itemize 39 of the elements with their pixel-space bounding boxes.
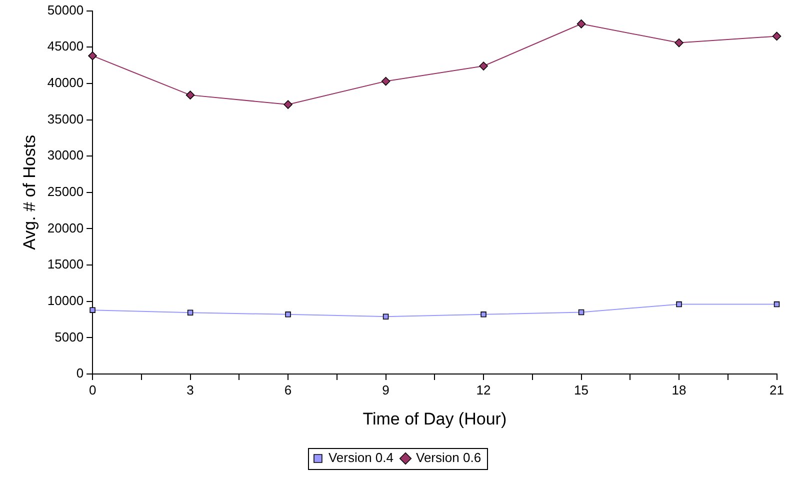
y-tick-label: 30000 — [47, 148, 84, 163]
point — [772, 32, 782, 41]
y-tick-label: 0 — [76, 366, 84, 381]
y-tick-label: 10000 — [47, 292, 84, 308]
y-tick-label: 20000 — [47, 220, 84, 236]
x-tick-label: 3 — [186, 382, 194, 398]
point — [674, 38, 684, 48]
x-tick-label: 12 — [476, 382, 491, 398]
point — [285, 312, 291, 318]
x-tick-label: 15 — [574, 382, 589, 398]
point — [676, 301, 682, 308]
y-tick-label: 50000 — [47, 2, 84, 18]
y-tick-label: 40000 — [47, 75, 84, 90]
point — [186, 90, 195, 100]
x-tick-label: 6 — [284, 382, 292, 398]
y-tick-label: 5000 — [54, 329, 84, 344]
point — [381, 76, 390, 86]
x-tick-label: 9 — [382, 382, 390, 398]
point — [479, 62, 488, 70]
y-tick-label: 35000 — [47, 111, 84, 126]
x-tick-label: 18 — [672, 382, 686, 398]
point — [774, 301, 780, 308]
y-axis-title: Avg. # of Hosts — [20, 134, 39, 250]
y-tick-label: 15000 — [47, 256, 84, 272]
point — [88, 51, 97, 60]
y-tick-label: 25000 — [47, 184, 84, 199]
point — [187, 310, 194, 316]
y-tick-label: 45000 — [47, 38, 84, 54]
point — [578, 309, 584, 316]
point — [284, 100, 292, 109]
legend-label: Version 0.4 — [328, 450, 394, 466]
x-tick-label: 21 — [770, 382, 784, 398]
x-axis-title: Time of Day (Hour) — [362, 409, 507, 428]
x-tick-label: 0 — [88, 382, 96, 398]
point — [576, 19, 586, 28]
point — [382, 314, 389, 320]
point — [480, 312, 486, 318]
point — [90, 307, 96, 313]
legend-label: Version 0.6 — [416, 450, 482, 466]
